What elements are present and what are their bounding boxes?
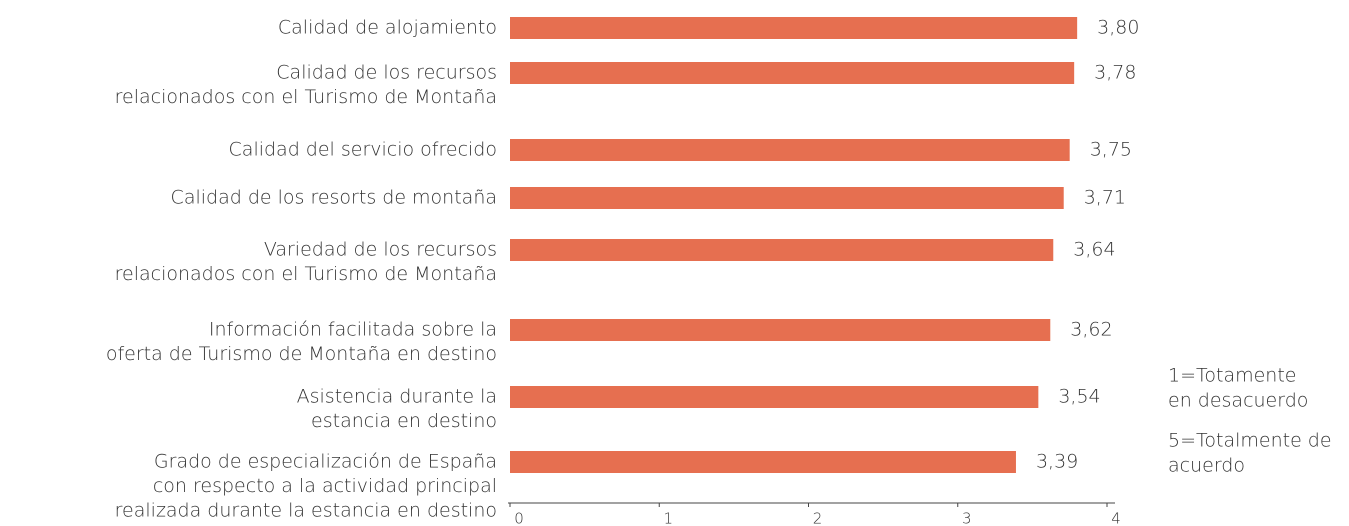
value-label: 3,64 xyxy=(1073,239,1115,261)
value-label: 3,62 xyxy=(1070,319,1112,341)
value-label: 3,78 xyxy=(1094,62,1136,84)
category-label: realizada durante la estancia en destino xyxy=(115,500,497,522)
x-tick-label: 4 xyxy=(1111,510,1121,526)
bar xyxy=(510,17,1078,39)
category-label: Información facilitada sobre la xyxy=(209,319,497,341)
annotation: 5=Totalmente de xyxy=(1168,430,1332,452)
category-label: estancia en destino xyxy=(311,410,497,432)
bar xyxy=(510,451,1016,473)
x-tick-label: 1 xyxy=(663,510,673,526)
annotation: en desacuerdo xyxy=(1168,390,1308,412)
x-tick-label: 0 xyxy=(514,510,524,526)
category-label: con respecto a la actividad principal xyxy=(153,475,497,497)
value-label: 3,75 xyxy=(1090,139,1132,161)
x-tick-label: 2 xyxy=(813,510,823,526)
x-tick-label: 3 xyxy=(962,510,972,526)
bar xyxy=(510,187,1064,209)
category-label: relacionados con el Turismo de Montaña xyxy=(115,263,497,285)
category-label: Calidad del servicio ofrecido xyxy=(229,139,497,161)
annotation: 1=Totamente xyxy=(1168,365,1296,387)
category-label: Calidad de los recursos xyxy=(276,62,497,84)
bar xyxy=(510,239,1054,261)
annotation: acuerdo xyxy=(1168,455,1245,477)
value-label: 3,39 xyxy=(1036,451,1078,473)
bar xyxy=(510,386,1039,408)
category-label: relacionados con el Turismo de Montaña xyxy=(115,86,497,108)
value-label: 3,80 xyxy=(1097,17,1139,39)
bar xyxy=(510,139,1070,161)
category-label: oferta de Turismo de Montaña en destino xyxy=(106,343,497,365)
category-label: Calidad de los resorts de montaña xyxy=(171,187,497,209)
category-label: Variedad de los recursos xyxy=(264,239,497,261)
value-label: 3,54 xyxy=(1058,386,1100,408)
bar xyxy=(510,319,1051,341)
category-label: Asistencia durante la xyxy=(297,386,497,408)
value-label: 3,71 xyxy=(1084,187,1126,209)
category-label: Grado de especialización de España xyxy=(154,451,497,473)
category-label: Calidad de alojamiento xyxy=(278,17,497,39)
bar xyxy=(510,62,1075,84)
